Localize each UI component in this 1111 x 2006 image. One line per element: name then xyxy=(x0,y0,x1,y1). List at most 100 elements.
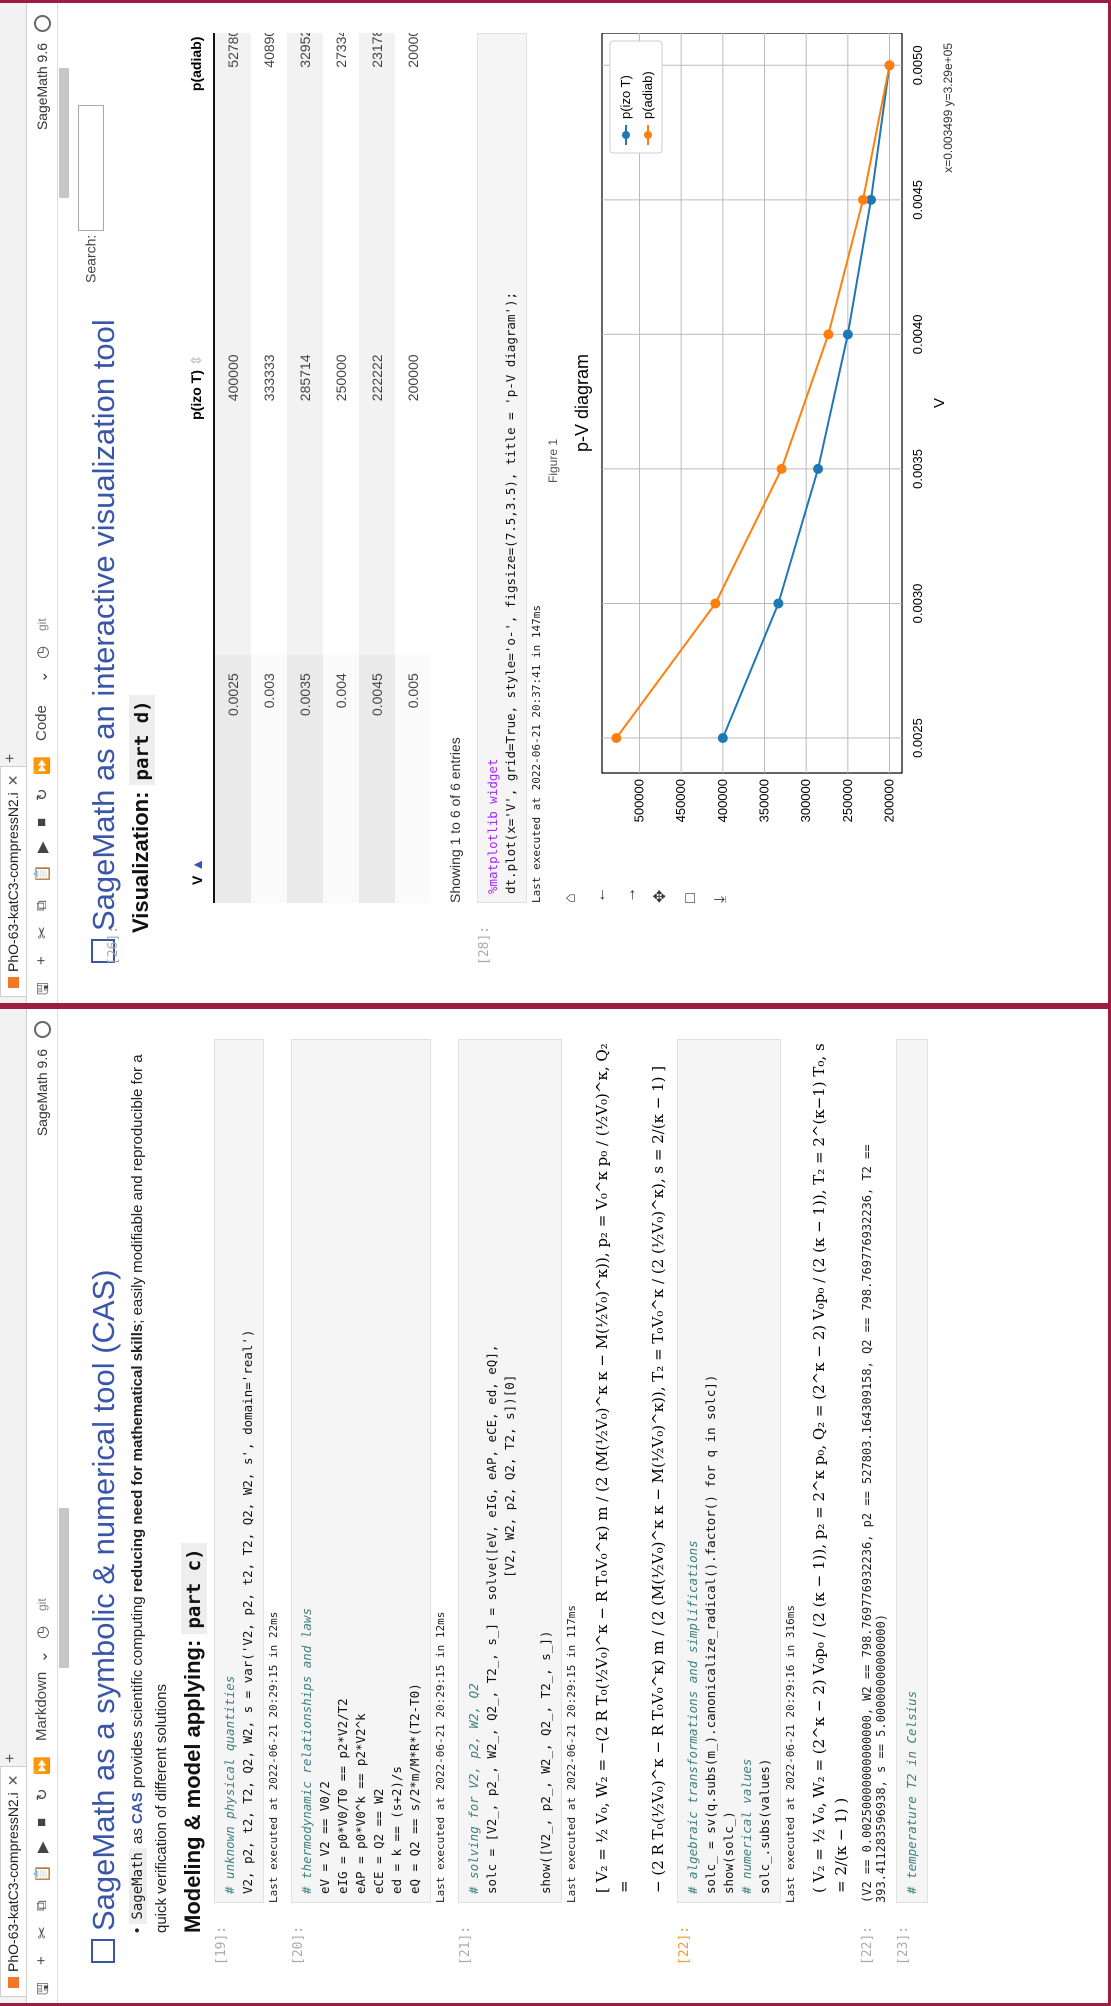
code-input[interactable]: # solving for V2, p2, W2, Q2 solc = [V2_… xyxy=(458,1039,562,1903)
close-icon[interactable]: ✕ xyxy=(5,1774,21,1787)
figure-toolbar: ⌂ ← → ✥ □ ⤓ xyxy=(556,871,736,903)
stop-icon[interactable]: ■ xyxy=(33,817,50,827)
code-line: solc = [V2_, p2_, W2_, Q2_, T2_, s_] = s… xyxy=(484,1344,499,1894)
cut-icon[interactable]: ✂ xyxy=(34,1926,51,1939)
cell-prompt: [22]: xyxy=(860,1925,875,1963)
x-tick-label: 0.0025 xyxy=(910,718,925,758)
math-output: − (2 R T₀(½V₀)^κ − R T₀V₀^κ) m / (2 (M(½… xyxy=(649,1065,667,1893)
add-cell-icon[interactable]: + xyxy=(33,956,50,965)
code-line: solc_.subs(values) xyxy=(757,1758,772,1894)
notebook-tab[interactable]: PhO-63-katC3-compressN2.i ✕ xyxy=(0,765,26,997)
legend-marker xyxy=(644,131,652,139)
new-tab-icon[interactable]: + xyxy=(2,1753,19,1763)
tab-label: PhO-63-katC3-compressN2.i xyxy=(5,792,21,972)
save-icon[interactable]: 🖫 xyxy=(35,1982,52,1995)
data-point xyxy=(884,60,895,71)
code-line: eIG = p0*V0/T0 == p2*V2/T2 xyxy=(335,1698,350,1894)
chevron-down-icon[interactable]: ⌄ xyxy=(34,670,51,683)
series-line xyxy=(721,65,891,739)
notebook-content: [26]: SageMath as an interactive visuali… xyxy=(72,33,1108,963)
math-output: ( V₂ = ½ V₀, W₂ = (2^κ − 2) V₀p₀ / (2 (κ… xyxy=(810,1043,850,1893)
code-input[interactable]: # thermodynamic relationships and laws e… xyxy=(291,1039,431,1903)
copy-icon[interactable]: ⧉ xyxy=(33,1900,50,1911)
header-label: p(izo T) xyxy=(188,370,204,420)
scrollbar-thumb[interactable] xyxy=(59,1508,69,1668)
cell-prompt: [21]: xyxy=(458,1925,473,1963)
code-input[interactable]: # unknown physical quantities V2, p2, t2… xyxy=(214,1039,264,1903)
x-axis-label: V xyxy=(931,398,948,408)
y-tick-label: 500000 xyxy=(632,779,647,822)
code-line: V2, p2, t2, T2, Q2, W2, s = var('V2, p2,… xyxy=(240,1329,255,1894)
fast-forward-icon[interactable]: ⏩ xyxy=(34,1756,51,1775)
y-tick-label: 200000 xyxy=(882,779,897,822)
code-cell[interactable]: [22]: # algebraic transformations and si… xyxy=(677,1039,852,1963)
link-cas[interactable]: CAS xyxy=(129,1792,146,1824)
code-cell[interactable]: [19]: # unknown physical quantities V2, … xyxy=(214,1039,283,1963)
notebook-tab[interactable]: PhO-63-katC3-compressN2.i ✕ xyxy=(0,1765,26,1997)
horizontal-scrollbar[interactable] xyxy=(59,1009,69,2003)
code-cell[interactable]: [21]: # solving for V2, p2, W2, Q2 solc … xyxy=(458,1039,669,1963)
run-icon[interactable]: ▶ xyxy=(34,1841,51,1853)
download-icon[interactable]: ⤓ xyxy=(712,895,729,903)
bold-text: reducing need for mathematical skills xyxy=(129,1323,146,1593)
fast-forward-icon[interactable]: ⏩ xyxy=(34,756,51,775)
exec-status: Last executed at 2022-06-21 20:29:15 in … xyxy=(565,1604,578,1903)
history-icon[interactable]: ◷ xyxy=(34,645,51,659)
paste-icon[interactable]: 📋 xyxy=(34,1864,51,1883)
kernel-name[interactable]: SageMath 9.6 xyxy=(34,1049,50,1137)
exec-status: Last executed at 2022-06-21 20:29:15 in … xyxy=(434,1611,447,1903)
column-header[interactable]: V ▲ xyxy=(180,655,214,903)
pan-icon[interactable]: ✥ xyxy=(652,889,669,903)
forward-icon[interactable]: → xyxy=(622,887,639,903)
code-cell[interactable]: [20]: # thermodynamic relationships and … xyxy=(291,1039,450,1963)
horizontal-scrollbar[interactable] xyxy=(59,3,69,1003)
x-tick-label: 0.0035 xyxy=(910,449,925,489)
close-icon[interactable]: ✕ xyxy=(5,774,21,787)
cell-type-select[interactable]: Markdown xyxy=(33,1671,50,1741)
header-label: p(adiab) xyxy=(188,36,204,92)
table-row: 0.003 333333 408901 xyxy=(251,33,287,903)
code-comment: # algebraic transformations and simplifi… xyxy=(685,1540,700,1894)
kernel-name[interactable]: SageMath 9.6 xyxy=(34,43,50,131)
table-row: 0.0035 285714 329528 xyxy=(287,33,323,903)
cut-icon[interactable]: ✂ xyxy=(34,926,51,939)
add-cell-icon[interactable]: + xyxy=(33,1956,50,1965)
zoom-icon[interactable]: □ xyxy=(682,893,699,903)
cell-prompt: [22]: xyxy=(677,1925,692,1963)
code-cell[interactable]: [23]: # temperature T2 in Celsius xyxy=(896,1039,928,1963)
restart-icon[interactable]: ↻ xyxy=(34,1788,51,1801)
restart-icon[interactable]: ↻ xyxy=(34,788,51,801)
run-icon[interactable]: ▶ xyxy=(34,841,51,853)
code-line: %matplotlib widget xyxy=(485,758,500,894)
sort-icon: ⇕ xyxy=(188,354,204,367)
back-icon[interactable]: ← xyxy=(592,887,609,903)
code-input[interactable]: %matplotlib widget dt.plot(x='V', grid=T… xyxy=(477,33,527,903)
table-info: Showing 1 to 6 of 6 entries xyxy=(447,737,463,903)
scrollbar-thumb[interactable] xyxy=(59,68,69,198)
code-line: eQ = Q2 == s/2*m/M*R*(T2-T0) xyxy=(407,1683,422,1894)
copy-icon[interactable]: ⧉ xyxy=(33,900,50,911)
save-icon[interactable]: 🖫 xyxy=(35,982,52,995)
history-icon[interactable]: ◷ xyxy=(34,1625,51,1639)
table-cell: 333333 xyxy=(261,354,277,402)
git-label: git xyxy=(35,1598,49,1611)
code-cell[interactable]: [28]: %matplotlib widget dt.plot(x='V', … xyxy=(477,33,546,963)
text: provides scientific computing xyxy=(129,1592,146,1793)
cursor-coordinates: x=0.003499 y=3.29e+05 xyxy=(941,43,955,173)
search-input[interactable] xyxy=(78,104,104,231)
text: as xyxy=(129,1823,146,1849)
cell-type-select[interactable]: Code xyxy=(33,705,50,741)
code-input[interactable]: # algebraic transformations and simplifi… xyxy=(677,1039,781,1903)
p-v-chart[interactable]: p-V diagram 0.0025 0.0030 0.0035 0.0040 0.004… xyxy=(562,33,962,863)
data-point xyxy=(710,598,721,609)
column-header[interactable]: p(adiab) ⇕ xyxy=(180,33,214,337)
stop-icon[interactable]: ■ xyxy=(33,1817,50,1827)
code-line: [V2, W2, p2, Q2, T2, s])[0] xyxy=(502,1374,517,1894)
paste-icon[interactable]: 📋 xyxy=(34,864,51,883)
column-header[interactable]: p(izo T) ⇕ xyxy=(180,336,214,656)
code-input[interactable]: # temperature T2 in Celsius xyxy=(896,1039,928,1903)
code-comment: # temperature T2 in Celsius xyxy=(904,1690,919,1894)
home-icon[interactable]: ⌂ xyxy=(562,893,579,903)
new-tab-icon[interactable]: + xyxy=(2,753,19,763)
chevron-down-icon[interactable]: ⌄ xyxy=(34,1650,51,1663)
